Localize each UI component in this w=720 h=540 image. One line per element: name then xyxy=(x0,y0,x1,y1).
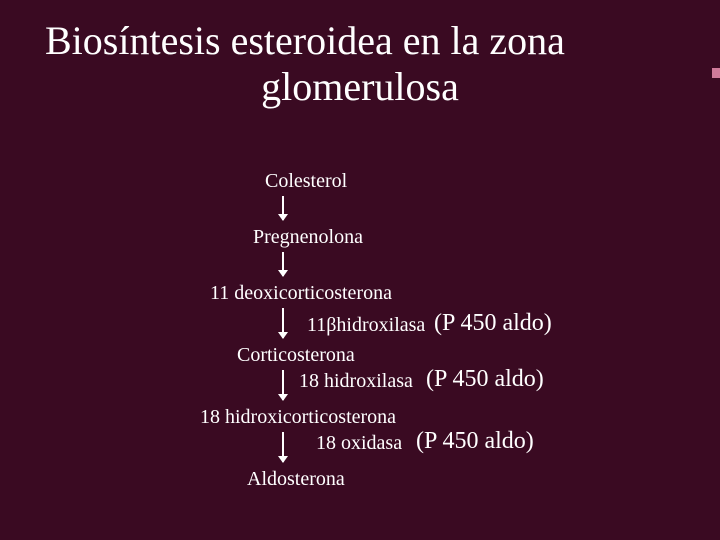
down-arrow-icon xyxy=(282,308,284,338)
slide-title-line1: Biosíntesis esteroidea en la zona xyxy=(45,18,675,64)
enzyme-label: 18 hidroxilasa xyxy=(299,370,413,393)
pathway-step: 18 hidroxicorticosterona xyxy=(200,406,396,429)
down-arrow-icon xyxy=(282,370,284,400)
pathway-step: Aldosterona xyxy=(247,468,345,491)
down-arrow-icon xyxy=(282,196,284,220)
slide-title-line2: glomerulosa xyxy=(45,64,675,110)
down-arrow-icon xyxy=(282,432,284,462)
pathway-step: Corticosterona xyxy=(237,344,355,367)
enzyme-label: 11βhidroxilasa xyxy=(307,314,425,337)
slide-title: Biosíntesis esteroidea en la zona glomer… xyxy=(45,18,675,110)
pathway-step: 11 deoxicorticosterona xyxy=(210,282,392,305)
pathway-step: Pregnenolona xyxy=(253,226,363,249)
pathway-step: Colesterol xyxy=(265,170,347,193)
enzyme-note: (P 450 aldo) xyxy=(434,310,552,337)
enzyme-label: 18 oxidasa xyxy=(316,432,402,455)
decorative-right-bar xyxy=(712,68,720,78)
enzyme-note: (P 450 aldo) xyxy=(416,428,534,455)
enzyme-note: (P 450 aldo) xyxy=(426,366,544,393)
down-arrow-icon xyxy=(282,252,284,276)
